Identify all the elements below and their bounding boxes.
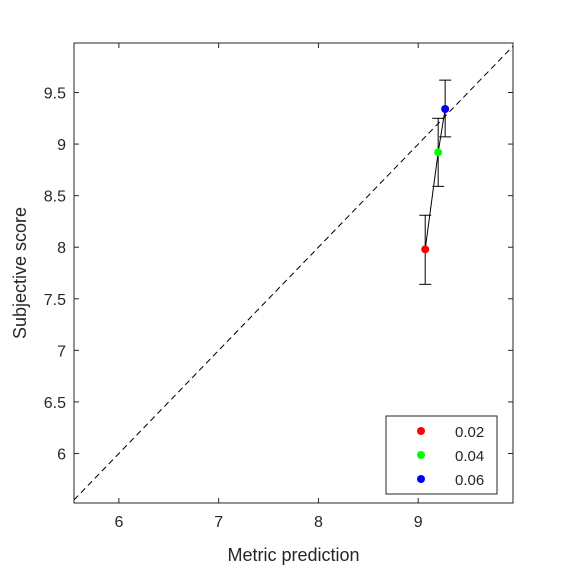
y-tick-label-6: 9 <box>57 137 66 154</box>
ticks-layer: 6 7 8 9 6 6.5 7 7.5 8 8.5 9 9.5 <box>44 43 513 531</box>
y-tick-label-0: 6 <box>57 446 66 463</box>
y-tick-label-4: 8 <box>57 240 66 257</box>
y-tick-label-1: 6.5 <box>44 395 66 412</box>
legend-label-2: 0.06 <box>455 472 484 489</box>
x-tick-label-3: 9 <box>414 514 423 531</box>
plot-frame <box>73 42 514 504</box>
x-tick-label-2: 8 <box>314 514 323 531</box>
points-layer <box>421 105 450 254</box>
identity-line <box>73 45 514 501</box>
y-axis-label: Subjective score <box>10 207 30 339</box>
legend-marker-2 <box>417 475 425 483</box>
y-tick-label-2: 7 <box>57 343 66 360</box>
x-tick-label-1: 7 <box>214 514 223 531</box>
y-tick-label-3: 7.5 <box>44 292 66 309</box>
legend-marker-0 <box>417 427 425 435</box>
y-tick-label-7: 9.5 <box>44 86 66 103</box>
x-axis-label: Metric prediction <box>227 545 359 565</box>
legend-label-0: 0.02 <box>455 424 484 441</box>
y-tick-label-5: 8.5 <box>44 189 66 206</box>
legend-box <box>385 415 498 495</box>
legend: 0.02 0.04 0.06 <box>385 415 498 495</box>
data-point-2 <box>441 105 450 114</box>
x-tick-label-0: 6 <box>114 514 123 531</box>
legend-marker-1 <box>417 451 425 459</box>
legend-label-1: 0.04 <box>455 448 484 465</box>
data-point-0 <box>421 245 430 254</box>
identity-layer <box>73 45 514 501</box>
data-point-1 <box>434 148 443 157</box>
